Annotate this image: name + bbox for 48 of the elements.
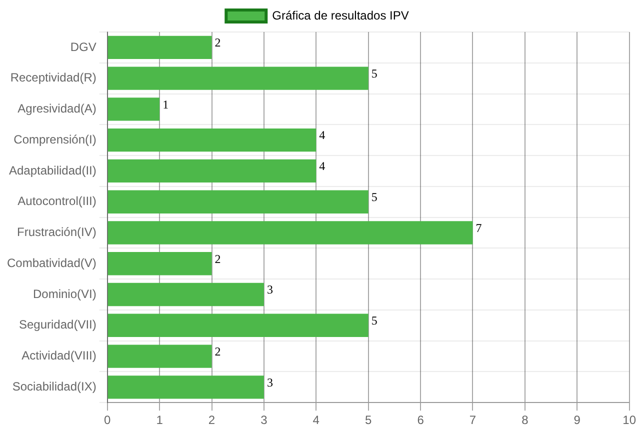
x-tick-label: 3 (260, 413, 268, 428)
legend-label: Gráfica de resultados IPV (272, 8, 409, 22)
bar (108, 314, 368, 337)
y-tick-label: Receptividad(R) (10, 70, 96, 85)
data-label: 3 (266, 282, 273, 297)
data-label: 5 (371, 314, 378, 328)
y-tick-label: Seguridad(VII) (18, 318, 96, 332)
x-tick-label: 0 (104, 413, 112, 428)
bar (108, 344, 212, 368)
bar (108, 66, 368, 90)
bar (108, 36, 212, 60)
x-tick-label: 4 (312, 413, 320, 428)
data-label: 3 (266, 375, 273, 390)
data-label: 4 (319, 159, 326, 174)
data-label: 4 (319, 128, 326, 142)
bar (108, 252, 212, 276)
x-tick-label: 6 (417, 413, 424, 428)
data-label: 2 (214, 36, 221, 50)
y-tick-label: Agresividad(A) (18, 102, 96, 116)
data-label: 5 (371, 190, 378, 204)
x-tick-label: 9 (574, 413, 581, 428)
x-tick-label: 10 (622, 413, 636, 428)
x-tick-label: 7 (469, 413, 476, 428)
x-tick-label: 5 (365, 413, 372, 428)
bar (108, 221, 473, 244)
y-tick-label: Adaptabilidad(II) (8, 163, 96, 178)
x-tick-label: 1 (156, 413, 164, 428)
y-tick-label: Sociabilidad(IX) (12, 379, 96, 394)
y-tick-label: Comprensión(I) (14, 132, 96, 146)
y-tick-label: Dominio(VI) (33, 286, 96, 301)
y-tick-label: Actividad(VIII) (22, 348, 96, 363)
data-label: 5 (371, 66, 378, 80)
y-tick-label: Autocontrol(III) (18, 194, 96, 208)
x-tick-label: 8 (522, 413, 529, 428)
data-label: 7 (476, 220, 482, 235)
bar (108, 376, 264, 399)
bar (108, 159, 316, 183)
y-tick-label: Combatividad(V) (6, 256, 96, 270)
bar (108, 190, 368, 214)
bar (108, 282, 264, 306)
bar (108, 98, 160, 121)
data-label: 2 (214, 344, 221, 358)
x-tick-label: 2 (208, 413, 216, 428)
y-tick-label: Frustración(IV) (17, 225, 96, 240)
data-label: 1 (162, 97, 169, 112)
bar (108, 128, 316, 152)
y-tick-label: DGV (70, 40, 96, 54)
data-label: 2 (214, 252, 221, 266)
